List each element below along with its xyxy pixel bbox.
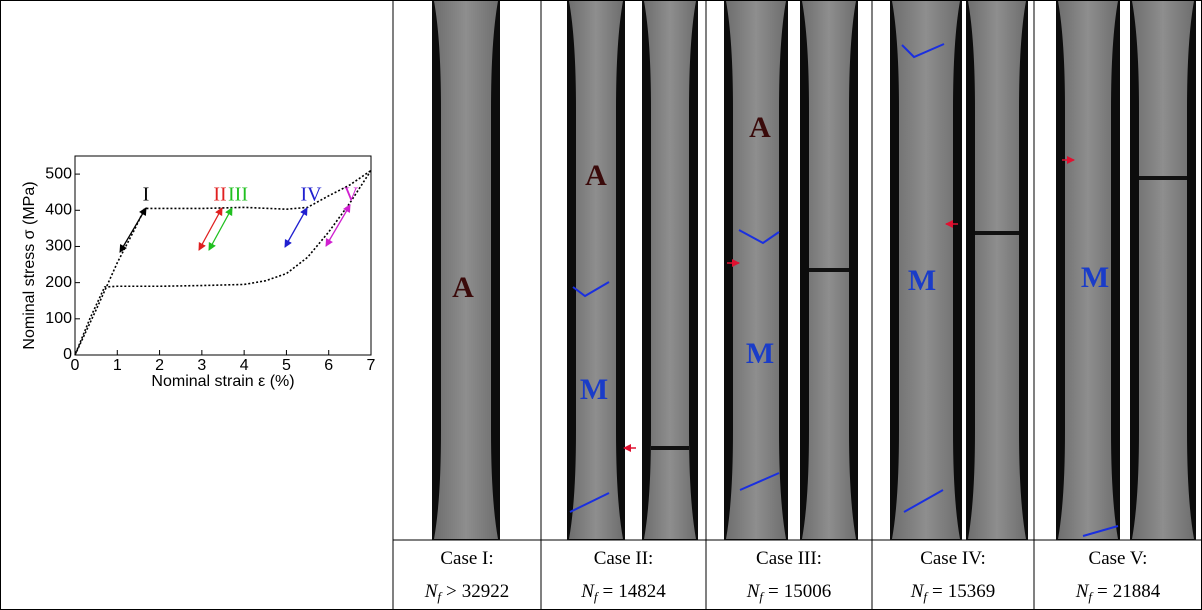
y-tick-label: 300 bbox=[45, 238, 72, 255]
curve-annotation: I bbox=[143, 184, 150, 206]
unloading-arrow bbox=[208, 207, 233, 251]
specimen-image bbox=[726, 1, 786, 539]
symbol: N bbox=[746, 581, 761, 602]
case-label: Case V: bbox=[1089, 548, 1148, 569]
case-label: Case II: bbox=[594, 548, 654, 569]
case-label: Case IV: bbox=[920, 548, 986, 569]
x-tick-label: 1 bbox=[113, 357, 122, 374]
relation: = bbox=[1097, 581, 1108, 602]
specimen-image bbox=[569, 1, 623, 539]
stress-strain-curve bbox=[74, 170, 372, 356]
interface-line bbox=[1082, 525, 1119, 537]
relation: = bbox=[603, 581, 614, 602]
x-tick-label: 3 bbox=[197, 357, 206, 374]
phase-label: M bbox=[746, 337, 774, 370]
x-tick-label: 0 bbox=[71, 357, 80, 374]
symbol: N bbox=[580, 581, 595, 602]
y-tick-label: 100 bbox=[45, 310, 72, 327]
cycles: 32922 bbox=[462, 581, 510, 602]
y-tick-label: 400 bbox=[45, 201, 72, 218]
subscript: f bbox=[594, 589, 600, 604]
symbol: N bbox=[1075, 581, 1090, 602]
interface-line bbox=[572, 281, 610, 298]
unloading-arrow bbox=[284, 207, 308, 248]
cycles: 15369 bbox=[948, 581, 996, 602]
cycles-to-failure: Nf = 15006 bbox=[746, 581, 832, 604]
cycles-to-failure: Nf = 14824 bbox=[580, 581, 666, 604]
phase-label: M bbox=[908, 264, 936, 297]
interface-line bbox=[739, 472, 780, 491]
subscript: f bbox=[1088, 589, 1094, 604]
specimen-image bbox=[1132, 1, 1194, 539]
interface-line bbox=[901, 43, 945, 59]
y-tick-label: 500 bbox=[45, 165, 72, 182]
unloading-arrow bbox=[119, 207, 147, 253]
x-tick-label: 5 bbox=[282, 357, 291, 374]
relation: = bbox=[932, 581, 943, 602]
interface-line bbox=[903, 489, 944, 513]
x-axis-label: Nominal strain ε (%) bbox=[151, 373, 294, 390]
cycles: 21884 bbox=[1113, 581, 1161, 602]
subscript: f bbox=[923, 589, 929, 604]
fracture-line bbox=[651, 446, 689, 450]
unloading-arrow bbox=[325, 204, 351, 247]
curve-annotation: IV bbox=[300, 184, 322, 206]
relation: > bbox=[446, 581, 457, 602]
phase-label: A bbox=[749, 111, 771, 144]
phase-label: A bbox=[452, 271, 474, 304]
x-tick-label: 2 bbox=[155, 357, 164, 374]
fracture-line bbox=[809, 268, 849, 272]
fracture-line bbox=[1139, 176, 1187, 180]
x-tick-label: 6 bbox=[324, 357, 333, 374]
plot-frame bbox=[74, 155, 372, 356]
specimen-image bbox=[1058, 1, 1118, 539]
relation: = bbox=[768, 581, 779, 602]
subscript: f bbox=[437, 589, 443, 604]
cycles-to-failure: Nf >32922 bbox=[424, 581, 510, 604]
stress-strain-curve bbox=[74, 169, 372, 356]
fracture-line bbox=[975, 231, 1019, 235]
symbol: N bbox=[424, 581, 439, 602]
specimen-image bbox=[892, 1, 960, 539]
subscript: f bbox=[759, 589, 765, 604]
curve-annotation: II bbox=[213, 184, 226, 206]
x-tick-label: 4 bbox=[240, 357, 249, 374]
curve-annotation: III bbox=[228, 184, 248, 206]
symbol: N bbox=[910, 581, 925, 602]
cycles: 15006 bbox=[784, 581, 832, 602]
curve-annotation: V bbox=[344, 184, 359, 206]
specimen-image bbox=[968, 1, 1026, 539]
y-tick-label: 200 bbox=[45, 274, 72, 291]
unloading-arrow bbox=[198, 207, 223, 251]
y-tick-label: 0 bbox=[63, 346, 72, 363]
specimen-image bbox=[644, 1, 696, 539]
specimen-image bbox=[434, 1, 498, 539]
phase-label: M bbox=[580, 373, 608, 406]
cycles: 14824 bbox=[618, 581, 666, 602]
case-label: Case I: bbox=[440, 548, 493, 569]
x-tick-label: 7 bbox=[367, 357, 376, 374]
cycles-to-failure: Nf = 21884 bbox=[1075, 581, 1161, 604]
case-label: Case III: bbox=[756, 548, 822, 569]
interface-line bbox=[569, 492, 610, 513]
interface-line bbox=[738, 229, 780, 245]
phase-label: M bbox=[1081, 261, 1109, 294]
phase-label: A bbox=[585, 159, 607, 192]
y-axis-label: Nominal stress σ (MPa) bbox=[21, 181, 38, 349]
cycles-to-failure: Nf = 15369 bbox=[910, 581, 996, 604]
